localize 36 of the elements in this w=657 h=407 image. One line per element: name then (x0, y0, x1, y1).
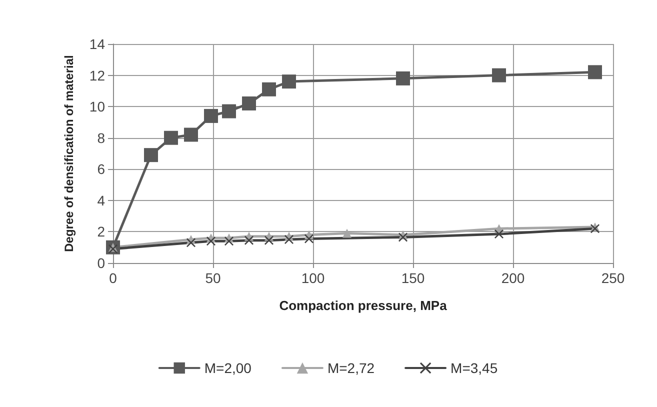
point (342, 228, 352, 238)
point (398, 232, 408, 242)
x-tick-label: 200 (501, 270, 525, 286)
legend-label: M=2,00 (204, 360, 252, 376)
point (264, 236, 274, 245)
x-tick-label: 100 (301, 270, 325, 286)
y-tick-label: 4 (97, 192, 106, 208)
x-tick-label: 250 (601, 270, 625, 286)
point (164, 130, 178, 145)
y-tick-label: 8 (97, 130, 106, 146)
point (396, 71, 410, 86)
point (242, 96, 256, 110)
y-tick-label: 12 (89, 67, 106, 84)
x-tick-label: 50 (205, 270, 221, 286)
legend-label: M=3,45 (450, 360, 498, 376)
x-axis-title: Compaction pressure, MPa (279, 298, 448, 313)
legend-label: M=2,72 (327, 360, 375, 376)
y-tick-label: 0 (97, 255, 106, 271)
y-tick-label: 2 (97, 224, 106, 240)
y-tick-label: 6 (97, 161, 106, 178)
y-axis-title: Degree of densification of material (62, 55, 76, 252)
x-tick-label: 0 (109, 270, 118, 286)
point (144, 148, 158, 162)
point (186, 238, 196, 248)
point (262, 82, 276, 96)
point (588, 65, 602, 80)
point (492, 68, 506, 82)
point (222, 104, 236, 118)
point (184, 128, 198, 142)
point (204, 108, 218, 123)
x-tick-label: 150 (401, 270, 425, 286)
point (244, 236, 254, 245)
point (304, 234, 314, 244)
y-tick-label: 10 (89, 98, 106, 115)
point (282, 74, 296, 89)
y-tick-label: 14 (89, 36, 106, 52)
